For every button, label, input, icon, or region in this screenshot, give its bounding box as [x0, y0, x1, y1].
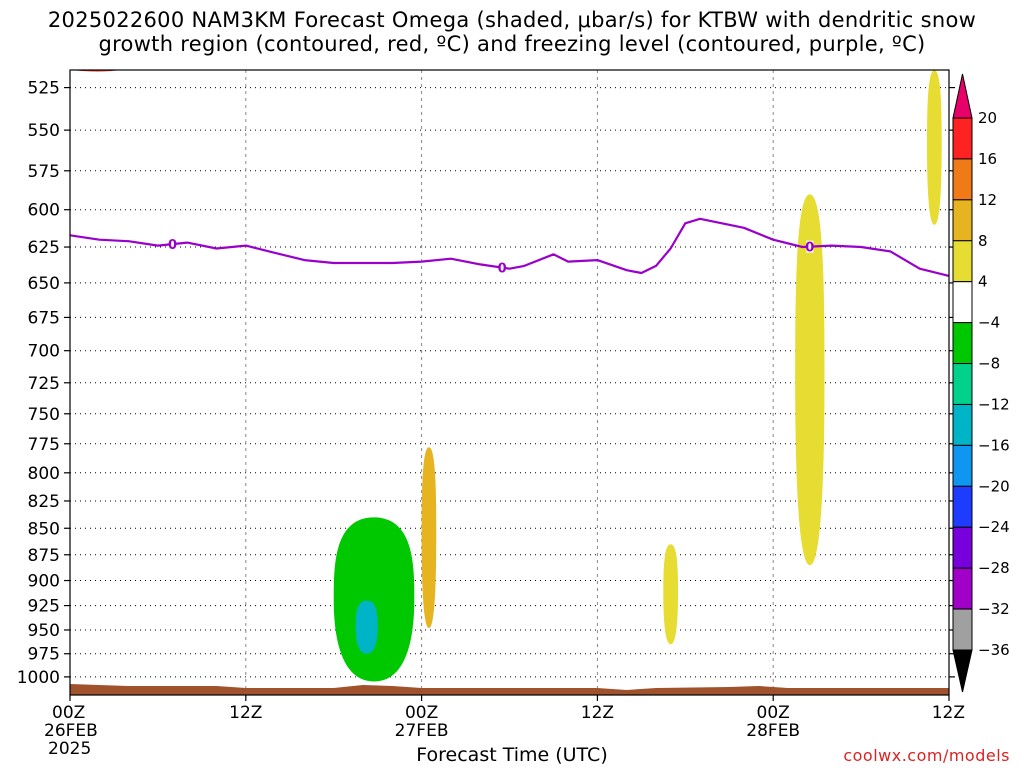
colorbar-bin: [952, 117, 973, 160]
colorbar-tick-label: −32: [978, 600, 1010, 618]
omega-region: [927, 70, 942, 225]
colorbar-tick-label: 12: [978, 191, 997, 209]
y-tick-label: 900: [28, 572, 60, 592]
colorbar-tick-label: −12: [978, 395, 1010, 413]
colorbar-bin: [952, 281, 973, 324]
colorbar-bin: [952, 567, 973, 610]
y-tick-label: 975: [28, 645, 60, 665]
chart-title: 2025022600 NAM3KM Forecast Omega (shaded…: [47, 8, 977, 32]
colorbar-bin: [952, 608, 973, 651]
freezing-level-label: 0: [805, 241, 814, 256]
freezing-level-label: 0: [498, 262, 507, 277]
axes: 525 550 575 600 625 650 675 700 725 750 775 800 825 8…: [17, 69, 965, 759]
omega-shading: [70, 70, 942, 682]
colorbar-bin: [952, 363, 973, 405]
credit-text: coolwx.com/models: [843, 746, 1010, 765]
x-axis-label: Forecast Time (UTC): [416, 744, 608, 766]
terrain-layer: [70, 684, 949, 695]
colorbar-tick-label: 20: [978, 109, 997, 127]
colorbar-top-arrow: [952, 73, 973, 119]
y-tick-label: 1000: [17, 668, 60, 688]
y-tick-label: 675: [28, 308, 60, 328]
freezing-level-label-bg: [498, 261, 506, 274]
x-tick-year: 2025: [48, 739, 91, 759]
freezing-level-line: [69, 217, 950, 277]
omega-region: [333, 517, 415, 682]
y-tick-label: 575: [28, 162, 60, 182]
grid: [70, 70, 949, 695]
freezing-level-layer: 0 0 0: [69, 217, 950, 277]
colorbar-tick-label: −16: [978, 436, 1010, 454]
y-tick-label: 750: [28, 405, 60, 425]
colorbar-bottom-arrow: [952, 649, 973, 693]
colorbar-tick-label: −20: [978, 477, 1010, 495]
colorbar-bin: [952, 240, 973, 283]
freezing-level-label-bg: [169, 238, 177, 251]
x-tick-label: 12Z: [229, 703, 262, 723]
y-tick-label: 625: [28, 238, 60, 258]
colorbar-tick-label: −36: [978, 641, 1010, 659]
omega-region: [355, 600, 378, 654]
y-tick-label: 525: [28, 79, 60, 99]
omega-region: [421, 447, 437, 629]
colorbar-bin: [952, 158, 973, 201]
freezing-level-label-bg: [806, 240, 814, 253]
colorbar-bin: [952, 322, 973, 365]
colorbar-tick-label: −24: [978, 518, 1010, 536]
y-tick-label: 950: [28, 621, 60, 641]
y-tick-label: 700: [28, 342, 60, 362]
colorbar-bin: [952, 444, 973, 487]
colorbar-tick-label: 16: [978, 150, 997, 168]
y-tick-label: 600: [28, 201, 60, 221]
y-tick-label: 875: [28, 546, 60, 566]
colorbar: 20 16 12 8 4 −4 −8 −12 −16 −20 −24 −28 −32 −36: [952, 73, 1010, 693]
x-tick-label: 00Z: [757, 703, 790, 723]
colorbar-tick-label: −28: [978, 559, 1010, 577]
y-tick-label: 925: [28, 597, 60, 617]
y-tick-label: 725: [28, 374, 60, 394]
colorbar-bin: [952, 403, 973, 446]
y-tick-label: 850: [28, 519, 60, 539]
colorbar-tick-label: 4: [978, 273, 988, 291]
freezing-level-label: 0: [168, 238, 177, 253]
y-tick-label: 550: [28, 121, 60, 141]
terrain: [70, 684, 949, 695]
y-tick-label: 775: [28, 435, 60, 455]
y-tick-label: 825: [28, 492, 60, 512]
omega-region: [795, 194, 825, 566]
colorbar-bin: [952, 526, 973, 569]
x-tick-date: 27FEB: [395, 721, 449, 741]
chart-subtitle: growth region (contoured, red, ºC) and f…: [98, 32, 926, 56]
colorbar-bin: [952, 199, 973, 242]
x-tick-label: 12Z: [932, 703, 965, 723]
x-tick-label: 00Z: [405, 703, 438, 723]
x-tick-date: 26FEB: [44, 721, 98, 741]
x-tick-label: 00Z: [52, 703, 85, 723]
colorbar-tick-label: −4: [978, 314, 1000, 332]
colorbar-tick-label: −8: [978, 355, 1000, 373]
y-tick-label: 650: [28, 274, 60, 294]
y-tick-label: 800: [28, 464, 60, 484]
colorbar-tick-label: 8: [978, 232, 988, 250]
x-tick-label: 12Z: [581, 703, 614, 723]
colorbar-bin: [952, 485, 973, 528]
x-tick-date: 28FEB: [746, 721, 800, 741]
omega-region: [663, 544, 678, 645]
